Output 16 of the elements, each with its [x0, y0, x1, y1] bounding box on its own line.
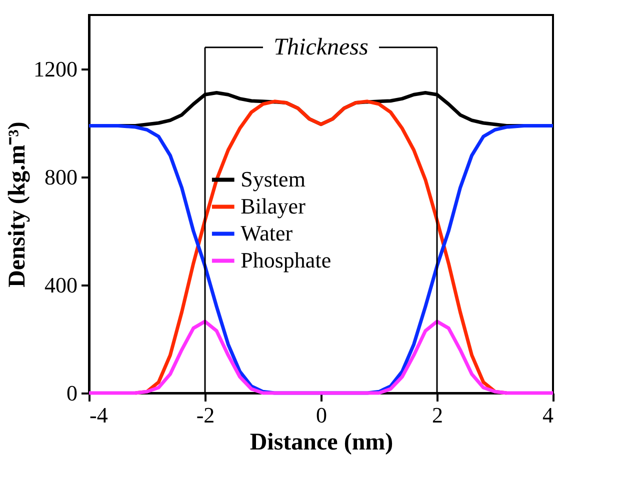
- y-tick-label: 400: [44, 272, 78, 298]
- legend-label: System: [240, 166, 306, 192]
- x-axis-title: Distance (nm): [250, 430, 394, 456]
- legend-label: Bilayer: [240, 194, 306, 219]
- y-tick-label: 0: [66, 380, 78, 406]
- y-tick-label: 1200: [34, 56, 78, 82]
- legend-label: Phosphate: [240, 248, 332, 273]
- x-tick-label: 4: [542, 402, 554, 428]
- x-tick-label: -2: [196, 402, 215, 428]
- y-axis-title: Density (kg.m⁻³): [4, 122, 30, 288]
- x-tick-label: -4: [90, 402, 108, 428]
- annotation: Thickness: [274, 34, 368, 60]
- y-tick-label: 800: [44, 164, 78, 190]
- x-tick-label: 2: [432, 402, 443, 428]
- x-tick-label: 0: [316, 402, 327, 428]
- legend-label: Water: [240, 220, 294, 246]
